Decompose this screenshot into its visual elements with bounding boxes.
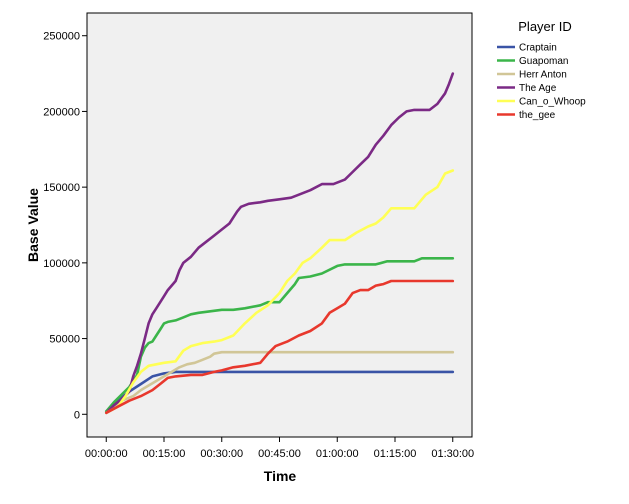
legend-title: Player ID bbox=[518, 19, 571, 34]
x-tick-label: 00:00:00 bbox=[85, 448, 128, 460]
legend-label: Herr Anton bbox=[519, 70, 567, 81]
x-tick-label: 01:15:00 bbox=[374, 448, 417, 460]
series-line-can-o-whoop bbox=[105, 169, 455, 415]
y-tick-label: 250000 bbox=[43, 31, 80, 43]
y-tick-label: 150000 bbox=[43, 182, 80, 194]
x-tick-label: 00:30:00 bbox=[200, 448, 243, 460]
x-tick-label: 01:00:00 bbox=[316, 448, 359, 460]
legend: Player ID Craptain Guapoman Herr Anton The … bbox=[497, 19, 586, 121]
legend-label: The Age bbox=[519, 83, 557, 94]
legend-label: Can_o_Whoop bbox=[519, 97, 586, 108]
y-tick-label: 0 bbox=[74, 409, 80, 421]
series-layer bbox=[105, 72, 455, 415]
series-line-herr-anton bbox=[105, 350, 455, 415]
y-tick-label: 200000 bbox=[43, 106, 80, 118]
axes: 0 50000 100000 150000 200000 250000 00:00:00 00… bbox=[43, 31, 474, 460]
series-line-the-age bbox=[105, 72, 455, 415]
legend-label: Guapoman bbox=[519, 56, 568, 67]
legend-label: Craptain bbox=[519, 43, 557, 54]
y-tick-label: 100000 bbox=[43, 258, 80, 270]
legend-label: the_gee bbox=[519, 110, 556, 121]
series-line-guapoman bbox=[105, 257, 455, 413]
series-line-the-gee bbox=[105, 279, 455, 415]
x-axis-title: Time bbox=[264, 468, 297, 484]
x-tick-label: 00:15:00 bbox=[143, 448, 186, 460]
x-tick-label: 01:30:00 bbox=[431, 448, 474, 460]
plot-area bbox=[86, 12, 473, 438]
y-tick-label: 50000 bbox=[49, 334, 80, 346]
y-axis-title: Base Value bbox=[25, 188, 41, 262]
x-tick-label: 00:45:00 bbox=[258, 448, 301, 460]
